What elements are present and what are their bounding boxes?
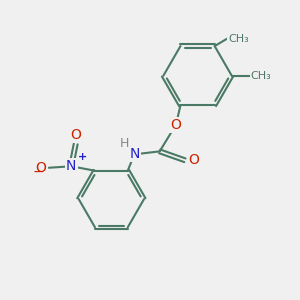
Text: O: O bbox=[171, 118, 182, 132]
Text: O: O bbox=[70, 128, 81, 142]
Text: −: − bbox=[33, 165, 44, 179]
Text: O: O bbox=[188, 153, 199, 167]
Text: O: O bbox=[35, 161, 46, 175]
Text: N: N bbox=[66, 159, 76, 173]
Text: CH₃: CH₃ bbox=[228, 34, 249, 44]
Text: CH₃: CH₃ bbox=[250, 71, 271, 81]
Text: H: H bbox=[119, 137, 129, 150]
Text: +: + bbox=[78, 152, 87, 162]
Text: N: N bbox=[129, 147, 140, 161]
